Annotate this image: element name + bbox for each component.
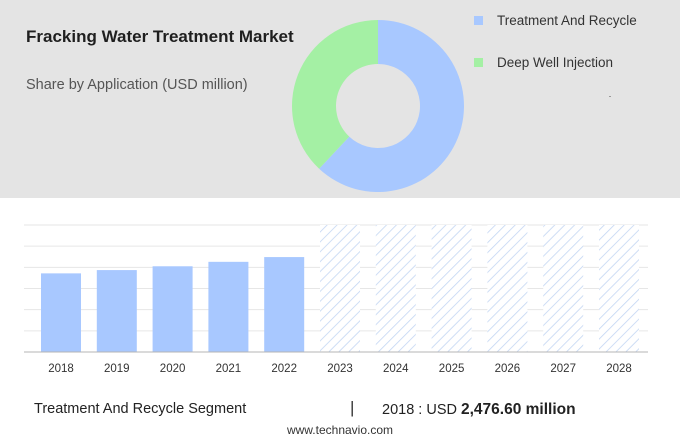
x-tick-label-2024: 2024 [383, 363, 409, 375]
bar-chart: 2018 2019 2020 2021 2022 2023 2024 2025 2026 2027… [24, 224, 648, 375]
donut-slice-treatment [319, 20, 464, 192]
legend-label-deepwell: Deep Well Injection [497, 54, 614, 70]
source-link[interactable]: www.technavio.com [286, 423, 394, 437]
legend-label-treatment: Treatment And Recycle [497, 12, 637, 28]
forecast-bar-2027 [543, 225, 584, 352]
x-tick-label-2020: 2020 [160, 363, 186, 375]
bar-2019 [96, 270, 137, 352]
bar-2020 [152, 266, 193, 352]
x-tick-label-2023: 2023 [327, 363, 353, 375]
forecast-bar-2025 [431, 225, 472, 352]
chart-subtitle: Share by Application (USD million) [26, 77, 248, 93]
x-tick-label-2019: 2019 [104, 363, 130, 375]
footer-segment-label: Treatment And Recycle Segment [34, 401, 247, 417]
footer-separator: | [350, 398, 355, 417]
x-tick-label-2026: 2026 [495, 363, 521, 375]
x-tick-label-2018: 2018 [48, 363, 74, 375]
chart-title: Fracking Water Treatment Market [26, 27, 294, 46]
footer-year-prefix: 2018 : USD [382, 402, 457, 418]
forecast-bar-2026 [487, 225, 528, 352]
x-tick-label-2028: 2028 [606, 363, 632, 375]
x-tick-label-2025: 2025 [439, 363, 465, 375]
forecast-bar-2023 [320, 225, 360, 352]
footer-amount: 2,476.60 million [461, 401, 576, 418]
donut-slice-deepwell [292, 20, 378, 169]
bar-2021 [208, 261, 249, 352]
bar-2022 [264, 257, 305, 352]
donut-chart [292, 20, 464, 192]
forecast-bar-2028 [599, 225, 639, 352]
legend-swatch-deepwell [474, 57, 483, 67]
legend-item-deepwell: Deep Well Injection [474, 52, 637, 72]
decorative-dot [609, 96, 611, 97]
legend-item-treatment: Treatment And Recycle [474, 10, 637, 30]
forecast-bar-2024 [375, 225, 416, 352]
x-tick-label-2022: 2022 [271, 363, 297, 375]
x-tick-label-2021: 2021 [216, 363, 242, 375]
bar-2018 [41, 273, 81, 352]
legend-swatch-treatment [474, 15, 483, 25]
x-tick-label-2027: 2027 [550, 363, 576, 375]
legend: Treatment And Recycle Deep Well Injectio… [474, 10, 637, 94]
footer-value: 2018 : USD 2,476.60 million [382, 401, 576, 419]
